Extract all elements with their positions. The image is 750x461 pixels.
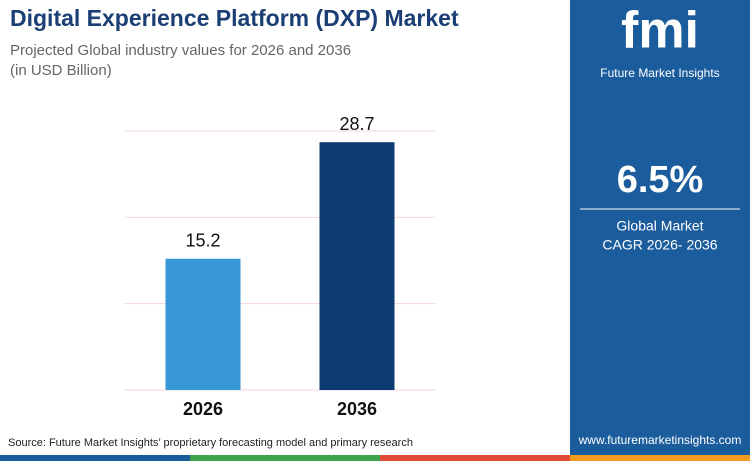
logo: fmi: [621, 2, 699, 60]
source: Source: Future Market Insights’ propriet…: [8, 437, 413, 449]
brand: Future Market Insights: [600, 66, 719, 80]
x-tick-label: 2036: [337, 399, 377, 419]
bar: [165, 258, 241, 390]
website: www.futuremarketinsights.com: [578, 433, 742, 447]
cagr-label: CAGR 2026- 2036: [602, 237, 717, 253]
cagr-value: 6.5%: [617, 159, 704, 201]
cagr-label: Global Market: [616, 218, 703, 234]
side-panel: [570, 0, 750, 461]
bar: [319, 142, 395, 390]
subtitle: (in USD Billion): [10, 62, 112, 79]
stripe: [570, 455, 750, 461]
chart-title: Digital Experience Platform (DXP) Market: [10, 5, 459, 31]
value-label: 28.7: [339, 114, 374, 134]
x-tick-label: 2026: [183, 399, 223, 419]
value-label: 15.2: [185, 231, 220, 251]
stripe: [380, 455, 570, 461]
stripe: [0, 455, 190, 461]
subtitle: Projected Global industry values for 202…: [10, 42, 351, 59]
stripe: [190, 455, 380, 461]
